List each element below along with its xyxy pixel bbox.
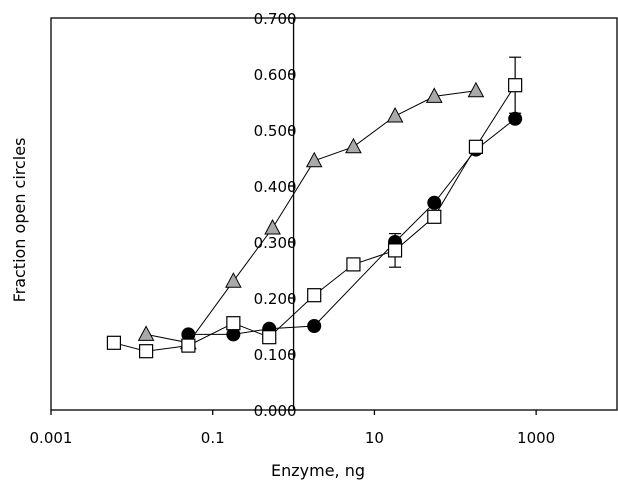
series-layer — [106, 56, 523, 359]
data-point-circle — [307, 319, 322, 333]
data-point-square — [262, 330, 277, 345]
data-point-square — [307, 288, 322, 303]
y-tick-label: 0.300 — [254, 234, 297, 252]
y-axis-ticks: 0.000 0.100 0.200 0.300 0.400 0.500 0.600 0.700 — [254, 10, 297, 420]
y-tick-label: 0.600 — [254, 66, 297, 84]
y-tick-label: 0.200 — [254, 290, 297, 308]
x-tick-label: 0.1 — [201, 429, 225, 447]
data-point-square — [508, 78, 523, 93]
data-point-triangle — [467, 81, 485, 98]
data-point-triangle — [386, 106, 404, 123]
plot-frame — [50, 17, 618, 411]
data-point-circle — [427, 195, 442, 210]
x-axis-title: Enzyme, ng — [271, 461, 365, 480]
data-point-triangle — [225, 272, 242, 288]
data-point-square — [106, 335, 122, 350]
y-tick-label: 0.000 — [254, 402, 297, 420]
y-axis-title: Fraction open circles — [10, 138, 29, 303]
data-point-triangle — [345, 137, 362, 154]
data-point-triangle — [137, 325, 155, 341]
y-tick-label: 0.700 — [254, 10, 297, 28]
x-tick-label: 0.001 — [30, 429, 73, 447]
data-point-square — [181, 338, 196, 353]
data-point-square — [427, 209, 442, 224]
data-point-square — [468, 139, 484, 154]
series-line — [145, 90, 476, 344]
data-point-triangle — [305, 151, 323, 168]
y-tick-label: 0.500 — [254, 122, 297, 140]
y-tick-label: 0.100 — [254, 346, 297, 364]
series-square-open — [106, 56, 523, 359]
series-line — [113, 84, 516, 352]
x-axis-ticks: 0.001 0.1 10 1000 — [30, 410, 555, 447]
data-point-circle — [508, 111, 523, 126]
x-tick-label: 1000 — [517, 429, 555, 447]
data-point-square — [387, 243, 403, 258]
y-tick-label: 0.400 — [254, 178, 297, 196]
data-point-square — [226, 316, 241, 331]
x-tick-label: 10 — [365, 429, 384, 447]
data-point-triangle — [264, 218, 281, 235]
data-point-square — [346, 257, 361, 272]
data-point-square — [138, 344, 154, 359]
data-point-triangle — [425, 87, 443, 103]
